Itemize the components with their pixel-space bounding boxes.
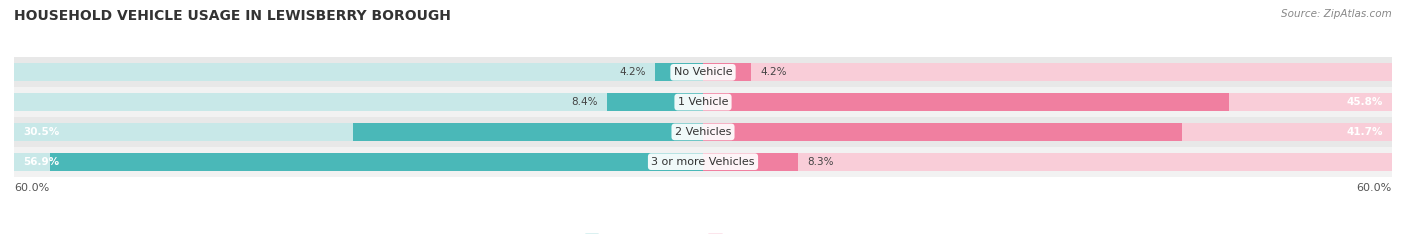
- Bar: [14, 123, 703, 141]
- Bar: [703, 153, 1392, 171]
- Text: 45.8%: 45.8%: [1347, 97, 1382, 107]
- Bar: [14, 57, 1392, 87]
- Text: 3 or more Vehicles: 3 or more Vehicles: [651, 157, 755, 167]
- Text: 8.3%: 8.3%: [807, 157, 834, 167]
- Bar: [14, 87, 1392, 117]
- Bar: [703, 153, 799, 171]
- Bar: [14, 153, 703, 171]
- Bar: [703, 123, 1182, 141]
- Bar: [703, 63, 751, 81]
- Bar: [14, 93, 703, 111]
- Bar: [655, 63, 703, 81]
- Text: 41.7%: 41.7%: [1347, 127, 1382, 137]
- Bar: [703, 93, 1392, 111]
- Text: 60.0%: 60.0%: [14, 183, 49, 193]
- Text: 1 Vehicle: 1 Vehicle: [678, 97, 728, 107]
- Bar: [14, 63, 703, 81]
- Text: 60.0%: 60.0%: [1357, 183, 1392, 193]
- Bar: [49, 153, 703, 171]
- Bar: [703, 123, 1392, 141]
- Text: 8.4%: 8.4%: [571, 97, 598, 107]
- Bar: [606, 93, 703, 111]
- Text: 30.5%: 30.5%: [24, 127, 59, 137]
- Text: 56.9%: 56.9%: [24, 157, 59, 167]
- Bar: [353, 123, 703, 141]
- Text: Source: ZipAtlas.com: Source: ZipAtlas.com: [1281, 9, 1392, 19]
- Legend: Owner-occupied, Renter-occupied: Owner-occupied, Renter-occupied: [581, 230, 825, 234]
- Text: 2 Vehicles: 2 Vehicles: [675, 127, 731, 137]
- Text: 4.2%: 4.2%: [761, 67, 787, 77]
- Text: 4.2%: 4.2%: [619, 67, 645, 77]
- Bar: [14, 147, 1392, 177]
- Bar: [14, 117, 1392, 147]
- Bar: [703, 93, 1229, 111]
- Bar: [703, 63, 1392, 81]
- Text: No Vehicle: No Vehicle: [673, 67, 733, 77]
- Text: HOUSEHOLD VEHICLE USAGE IN LEWISBERRY BOROUGH: HOUSEHOLD VEHICLE USAGE IN LEWISBERRY BO…: [14, 9, 451, 23]
